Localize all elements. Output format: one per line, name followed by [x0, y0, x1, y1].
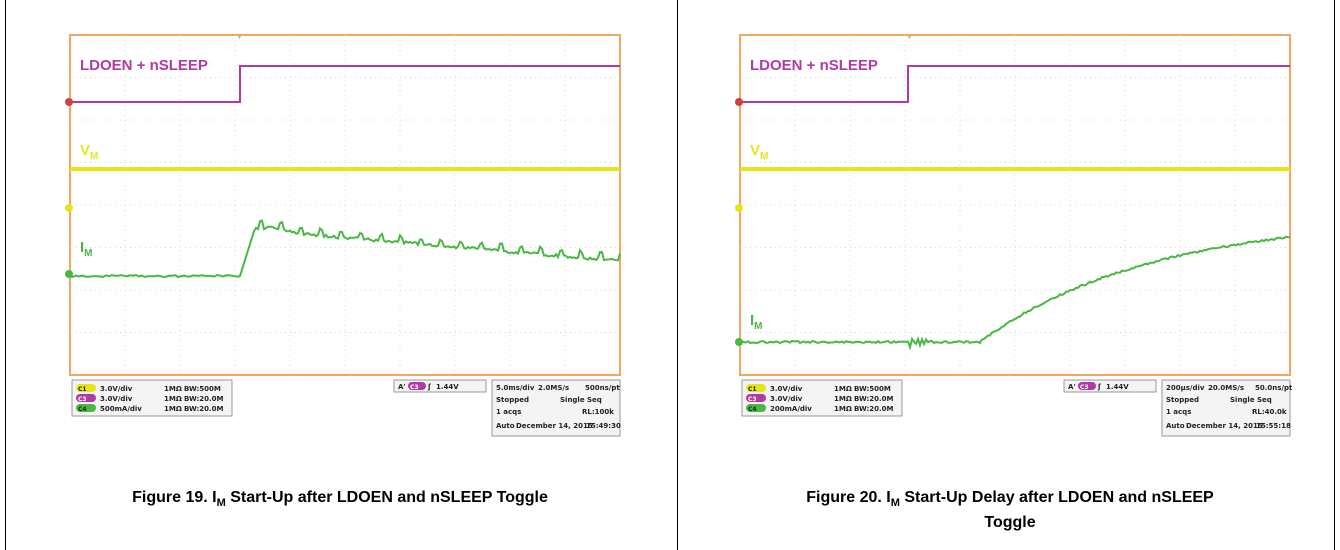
svg-text:20.0MS/s: 20.0MS/s [1208, 384, 1244, 392]
svg-text:50.0ns/pt: 50.0ns/pt [1255, 384, 1293, 392]
svg-text:A': A' [398, 383, 406, 391]
svg-text:C3: C3 [1080, 384, 1089, 391]
svg-text:Auto: Auto [1166, 422, 1185, 430]
figure-19-caption: Figure 19. IM Start-Up after LDOEN and n… [20, 488, 660, 513]
svg-text:500ns/pt: 500ns/pt [585, 384, 620, 392]
svg-text:1MΩ: 1MΩ [164, 395, 182, 403]
svg-text:BW:20.0M: BW:20.0M [854, 405, 894, 413]
channel-marker-c1 [735, 204, 743, 212]
scope-info-panel: C1 C3 C4 3.0V/div 3.0V/div 500mA/div 1MΩ… [72, 380, 621, 436]
svg-text:Stopped: Stopped [496, 396, 529, 404]
svg-text:C3: C3 [410, 384, 419, 391]
svg-text:15:55:18: 15:55:18 [1256, 422, 1291, 430]
svg-text:1MΩ: 1MΩ [834, 395, 852, 403]
svg-text:Stopped: Stopped [1166, 396, 1199, 404]
svg-text:BW:20.0M: BW:20.0M [184, 405, 224, 413]
svg-text:1 acqs: 1 acqs [496, 408, 521, 416]
oscilloscope-figure-19: LDOEN + nSLEEP VM IM ▼ C1 C3 C4 3.0V/div… [60, 30, 625, 440]
svg-text:C1: C1 [78, 386, 87, 393]
svg-text:C3: C3 [78, 396, 87, 403]
svg-text:A': A' [1068, 383, 1076, 391]
svg-text:Single Seq: Single Seq [1230, 396, 1272, 404]
svg-text:5.0ms/div: 5.0ms/div [496, 384, 535, 392]
svg-text:200µs/div: 200µs/div [1166, 384, 1205, 392]
svg-text:500mA/div: 500mA/div [100, 405, 142, 413]
svg-text:3.0V/div: 3.0V/div [770, 395, 803, 403]
svg-text:3.0V/div: 3.0V/div [100, 385, 133, 393]
svg-text:BW:500M: BW:500M [184, 385, 221, 393]
oscilloscope-figure-20: LDOEN + nSLEEP VM IM ▼ C1 C3 C4 3.0V/div… [730, 30, 1295, 440]
svg-text:BW:20.0M: BW:20.0M [184, 395, 224, 403]
svg-text:15:49:30: 15:49:30 [586, 422, 621, 430]
right-border [1334, 0, 1335, 550]
channel-marker-c4 [735, 338, 743, 346]
svg-text:1MΩ: 1MΩ [834, 405, 852, 413]
svg-text:C1: C1 [748, 386, 757, 393]
svg-text:BW:500M: BW:500M [854, 385, 891, 393]
label-ldoen-nsleep: LDOEN + nSLEEP [80, 57, 208, 74]
svg-text:1MΩ: 1MΩ [164, 405, 182, 413]
svg-text:3.0V/div: 3.0V/div [100, 395, 133, 403]
figure-divider [677, 0, 678, 550]
trigger-marker-icon: ▼ [905, 31, 914, 41]
svg-text:200mA/div: 200mA/div [770, 405, 812, 413]
svg-text:C4: C4 [78, 406, 87, 413]
channel-marker-c3 [735, 98, 743, 106]
figure-20-caption: Figure 20. IM Start-Up Delay after LDOEN… [690, 488, 1330, 533]
svg-text:C3: C3 [748, 396, 757, 403]
svg-text:December 14, 2015: December 14, 2015 [1186, 422, 1263, 430]
svg-text:1.44V: 1.44V [1106, 383, 1129, 391]
channel-marker-c3 [65, 98, 73, 106]
channel-marker-c4 [65, 270, 73, 278]
svg-text:3.0V/div: 3.0V/div [770, 385, 803, 393]
svg-text:December 14, 2015: December 14, 2015 [516, 422, 593, 430]
svg-text:Single Seq: Single Seq [560, 396, 602, 404]
scope-info-panel: C1 C3 C4 3.0V/div 3.0V/div 200mA/div 1MΩ… [742, 380, 1293, 436]
svg-text:1 acqs: 1 acqs [1166, 408, 1191, 416]
channel-marker-c1 [65, 204, 73, 212]
svg-text:1.44V: 1.44V [436, 383, 459, 391]
svg-text:RL:100k: RL:100k [582, 408, 614, 416]
svg-text:C4: C4 [748, 406, 757, 413]
svg-text:RL:40.0k: RL:40.0k [1252, 408, 1287, 416]
left-border [5, 0, 6, 550]
svg-text:1MΩ: 1MΩ [834, 385, 852, 393]
label-ldoen-nsleep: LDOEN + nSLEEP [750, 57, 878, 74]
trigger-marker-icon: ▼ [235, 31, 244, 41]
svg-text:Auto: Auto [496, 422, 515, 430]
svg-text:BW:20.0M: BW:20.0M [854, 395, 894, 403]
svg-text:1MΩ: 1MΩ [164, 385, 182, 393]
svg-text:2.0MS/s: 2.0MS/s [538, 384, 569, 392]
